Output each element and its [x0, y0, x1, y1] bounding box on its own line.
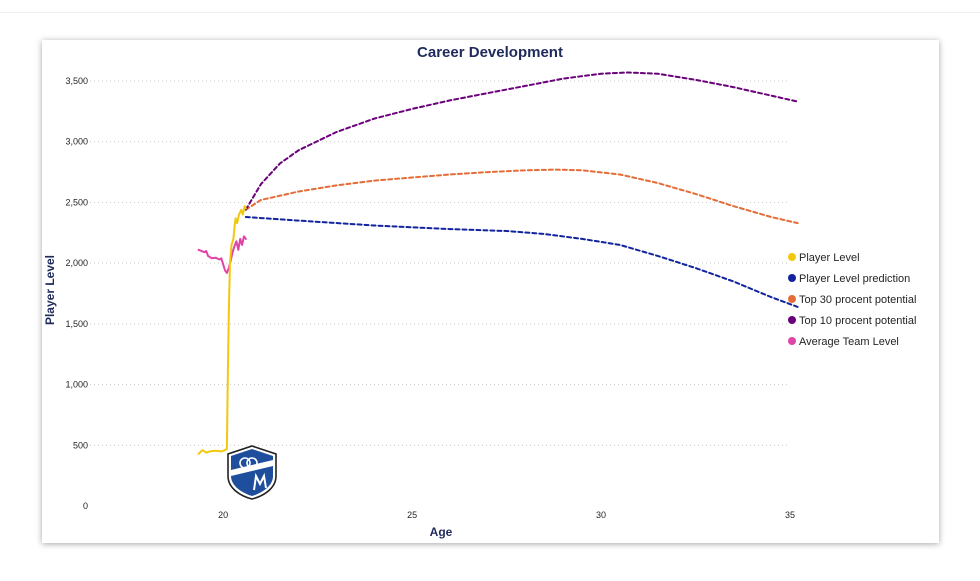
legend-item[interactable]: Player Level: [788, 252, 860, 264]
y-tick-label: 500: [73, 440, 88, 450]
grid-lines: [90, 80, 790, 446]
legend-label: Player Level: [799, 252, 860, 264]
x-axis-title: Age: [430, 525, 453, 539]
series-lines: [197, 71, 799, 455]
y-tick-label: 1,500: [65, 319, 88, 329]
legend-item[interactable]: Top 30 procent potential: [788, 294, 916, 306]
x-tick-label: 30: [596, 510, 606, 520]
y-axis-title: Player Level: [43, 255, 57, 325]
legend-item[interactable]: Top 10 procent potential: [788, 315, 916, 327]
y-axis-ticks: 0 500 1,000 1,500 2,000 2,500 3,000 3,500: [65, 76, 88, 511]
legend: Player Level Player Level prediction Top 3…: [788, 252, 916, 348]
y-tick-label: 1,000: [65, 380, 88, 390]
series-line-average-team-level: [197, 235, 247, 274]
legend-label: Top 30 procent potential: [799, 294, 916, 306]
y-tick-label: 3,500: [65, 76, 88, 86]
chart-card: [42, 40, 939, 543]
legend-item[interactable]: Average Team Level: [788, 336, 899, 348]
legend-label: Average Team Level: [799, 336, 899, 348]
y-tick-label: 3,000: [65, 137, 88, 147]
club-crest-letter-m: [253, 472, 267, 491]
legend-marker-icon: [788, 295, 796, 303]
x-tick-label: 35: [785, 510, 795, 520]
legend-marker-icon: [788, 253, 796, 261]
club-crest-ring-left: [239, 457, 251, 469]
series-line-top-30-procent-potential: [244, 168, 799, 225]
y-tick-label: 0: [83, 501, 88, 511]
legend-label: Player Level prediction: [799, 273, 910, 285]
series-line-player-level: [197, 205, 247, 455]
x-tick-label: 25: [407, 510, 417, 520]
club-crest-ring-right: [246, 457, 258, 469]
chart-title: Career Development: [417, 44, 563, 61]
x-axis-ticks: 20 25 30 35: [218, 510, 795, 520]
legend-marker-icon: [788, 337, 796, 345]
y-tick-label: 2,500: [65, 197, 88, 207]
top-strip: [0, 0, 980, 13]
legend-marker-icon: [788, 274, 796, 282]
legend-label: Top 10 procent potential: [799, 315, 916, 327]
series-line-player-level-prediction: [244, 216, 799, 308]
legend-marker-icon: [788, 316, 796, 324]
y-tick-label: 2,000: [65, 258, 88, 268]
club-crest-inner: [231, 449, 273, 496]
series-line-top-10-procent-potential: [244, 71, 799, 211]
club-crest-logo: [227, 445, 277, 500]
legend-item[interactable]: Player Level prediction: [788, 273, 910, 285]
x-tick-label: 20: [218, 510, 228, 520]
